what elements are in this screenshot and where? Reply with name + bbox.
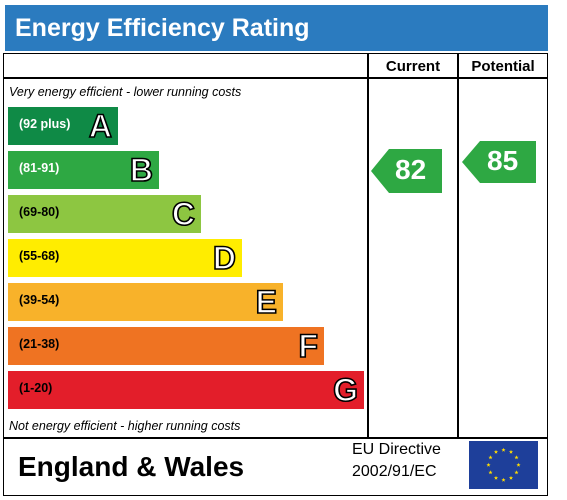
eu-star-icon — [514, 455, 519, 460]
band-range-label: (39-54) — [19, 293, 60, 307]
band-d: (55-68) D — [8, 239, 242, 277]
chart-title: Energy Efficiency Rating — [15, 14, 310, 42]
band-range-label: (81-91) — [19, 161, 60, 175]
band-range-label: (69-80) — [19, 205, 60, 219]
current-rating-value: 82 — [395, 154, 427, 185]
current-column-header: Current — [385, 58, 441, 75]
potential-arrow-shape — [462, 141, 536, 183]
potential-column-divider — [457, 54, 459, 439]
band-letter: D — [212, 239, 237, 277]
region-label: England & Wales — [18, 451, 245, 482]
band-letter: E — [255, 283, 278, 321]
band-range-label: (55-68) — [19, 249, 60, 263]
eu-star-icon — [493, 449, 499, 454]
footer-divider — [4, 437, 547, 439]
eu-star-icon — [493, 475, 499, 480]
band-letter: A — [88, 107, 113, 145]
current-rating-arrow: 82 — [371, 149, 442, 198]
title-bar: Energy Efficiency Rating — [5, 5, 548, 51]
band-letter: B — [129, 151, 154, 189]
directive-line-1: EU Directive — [352, 441, 441, 458]
bottom-note: Not energy efficient - higher running co… — [9, 419, 241, 433]
band-a: (92 plus) A — [8, 107, 118, 145]
eu-star-icon — [501, 447, 506, 452]
band-b: (81-91) B — [8, 151, 159, 189]
eu-star-icon — [514, 470, 519, 475]
band-letter: F — [298, 327, 319, 365]
header-divider — [4, 77, 547, 79]
eu-star-icon — [508, 449, 514, 454]
potential-rating-value: 85 — [487, 145, 519, 176]
eu-flag-icon — [469, 441, 538, 489]
current-column-divider — [367, 54, 369, 439]
rating-table: Current Potential Very energy efficient … — [3, 53, 548, 496]
eu-star-icon — [501, 477, 506, 482]
directive-line-2: 2002/91/EC — [352, 463, 437, 480]
eu-star-icon — [508, 475, 514, 480]
band-e: (39-54) E — [8, 283, 283, 321]
current-arrow-shape — [371, 149, 442, 193]
potential-rating-arrow: 85 — [462, 141, 536, 188]
potential-column-header: Potential — [471, 58, 535, 75]
band-c: (69-80) C — [8, 195, 201, 233]
eu-star-icon — [516, 462, 521, 467]
band-range-label: (92 plus) — [19, 117, 71, 131]
band-f: (21-38) F — [8, 327, 324, 365]
band-g: (1-20) G — [8, 371, 364, 409]
band-range-label: (1-20) — [19, 381, 53, 395]
band-letter: G — [332, 371, 358, 409]
eu-star-icon — [488, 470, 493, 475]
eu-star-icon — [486, 462, 491, 467]
eu-star-icon — [488, 455, 493, 460]
top-note: Very energy efficient - lower running co… — [9, 85, 242, 99]
band-range-label: (21-38) — [19, 337, 60, 351]
band-letter: C — [171, 195, 196, 233]
